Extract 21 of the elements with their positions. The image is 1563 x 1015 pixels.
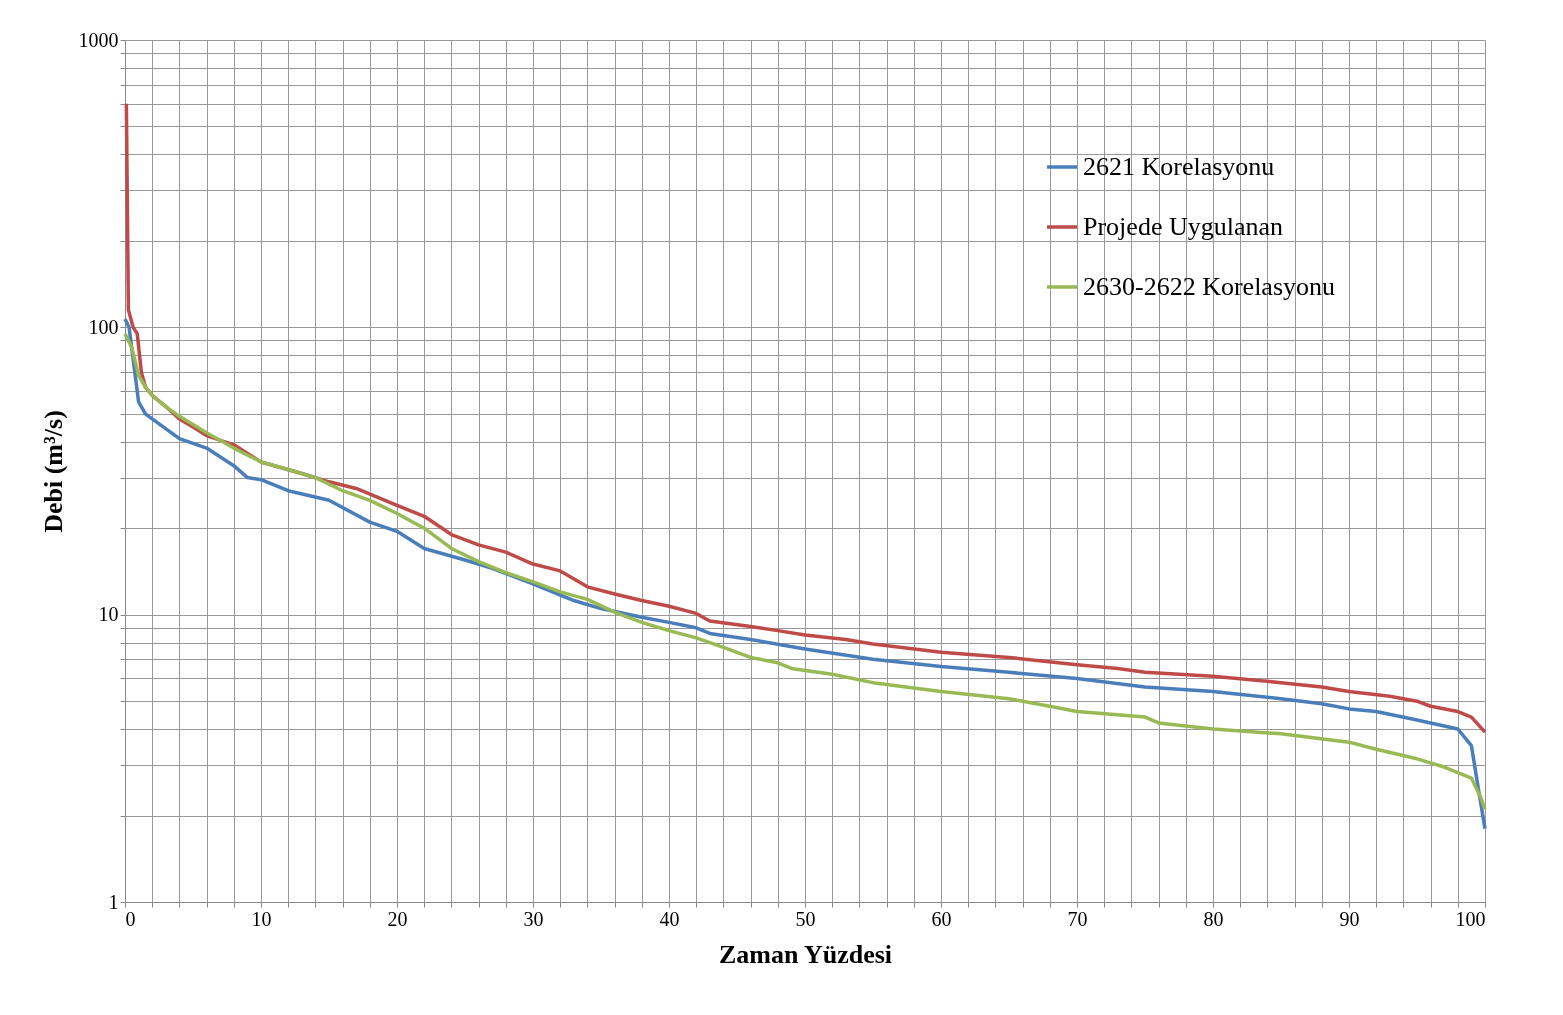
y-axis-title: Debi (m³/s) — [38, 410, 68, 533]
y-tick-label: 100 — [88, 315, 119, 338]
legend-label: Projede Uygulanan — [1083, 212, 1284, 241]
x-tick-label: 10 — [251, 907, 272, 930]
y-tick-label: 1 — [108, 890, 119, 913]
x-tick-label: 40 — [659, 907, 680, 930]
x-tick-label: 100 — [1455, 907, 1486, 930]
y-tick-label: 1000 — [78, 28, 119, 51]
line-series — [124, 102, 1487, 734]
y-tick-label: 10 — [98, 603, 119, 626]
x-tick-label: 90 — [1339, 907, 1360, 930]
x-tick-label: 20 — [387, 907, 408, 930]
x-axis-title: Zaman Yüzdesi — [718, 939, 893, 969]
x-tick-label: 0 — [125, 907, 136, 930]
x-tick-label: 30 — [523, 907, 544, 930]
x-tick-label: 50 — [795, 907, 816, 930]
x-tick-label: 70 — [1067, 907, 1088, 930]
x-tick-label: 80 — [1203, 907, 1224, 930]
legend-label: 2621 Korelasyonu — [1083, 152, 1275, 181]
x-tick-label: 60 — [931, 907, 952, 930]
legend-label: 2630-2622 Korelasyonu — [1083, 272, 1336, 301]
